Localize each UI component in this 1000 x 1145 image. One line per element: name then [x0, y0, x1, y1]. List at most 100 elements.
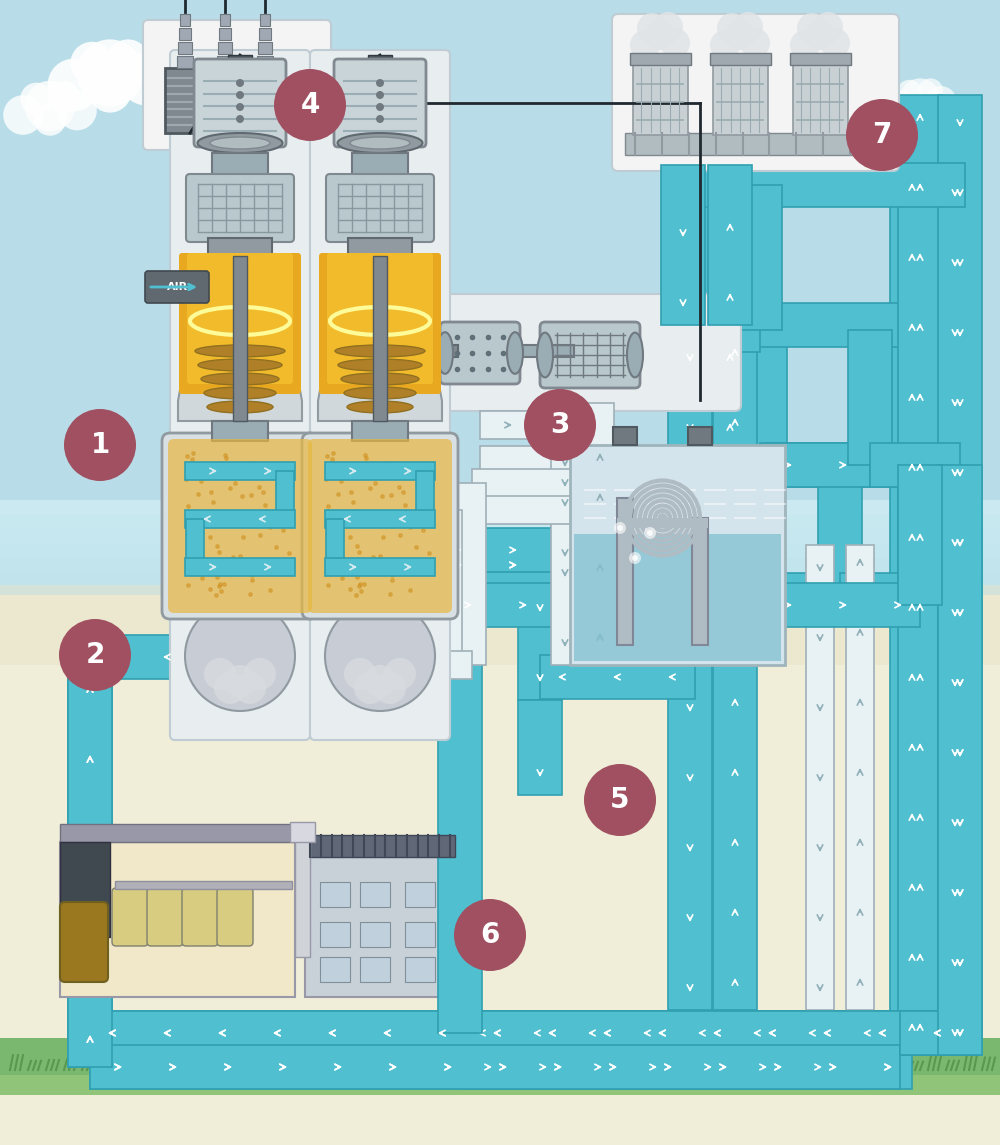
Bar — [60, 824, 295, 842]
Bar — [257, 56, 273, 68]
Bar — [683, 303, 912, 347]
Bar — [551, 403, 579, 485]
Bar — [208, 238, 272, 256]
FancyBboxPatch shape — [145, 271, 209, 303]
FancyBboxPatch shape — [540, 322, 640, 388]
Bar — [348, 238, 412, 256]
Bar — [440, 583, 575, 627]
Bar — [633, 65, 688, 135]
Bar — [586, 425, 614, 575]
Text: 3: 3 — [550, 411, 570, 439]
Circle shape — [185, 601, 295, 711]
Bar — [430, 578, 510, 622]
Circle shape — [645, 19, 675, 50]
Circle shape — [204, 66, 232, 95]
Circle shape — [48, 58, 100, 111]
Bar — [480, 411, 600, 439]
Circle shape — [647, 530, 653, 536]
FancyBboxPatch shape — [326, 174, 434, 242]
Bar — [218, 42, 232, 54]
Bar — [668, 185, 712, 1010]
Circle shape — [717, 13, 747, 44]
Ellipse shape — [195, 345, 285, 357]
Bar — [115, 881, 292, 889]
Bar — [760, 443, 870, 487]
Circle shape — [344, 658, 376, 690]
Bar — [460, 1045, 870, 1089]
Bar — [710, 53, 771, 65]
Ellipse shape — [335, 345, 425, 357]
Bar — [840, 572, 955, 617]
Circle shape — [120, 53, 172, 105]
FancyBboxPatch shape — [147, 889, 183, 946]
Circle shape — [792, 37, 848, 93]
Circle shape — [740, 27, 770, 58]
Bar — [518, 700, 562, 795]
Bar — [448, 652, 472, 679]
Bar — [260, 14, 270, 26]
Bar — [405, 922, 435, 947]
Bar — [730, 572, 840, 617]
Bar — [713, 65, 768, 135]
Bar — [630, 53, 691, 65]
Bar — [305, 856, 455, 997]
Bar — [220, 14, 230, 26]
Bar — [90, 1011, 960, 1055]
Bar — [0, 587, 1000, 601]
Ellipse shape — [338, 133, 423, 153]
Bar — [90, 635, 210, 679]
FancyBboxPatch shape — [429, 294, 741, 411]
FancyBboxPatch shape — [612, 14, 899, 171]
Bar — [472, 496, 600, 524]
Bar — [713, 185, 757, 1010]
Circle shape — [805, 19, 835, 50]
Bar — [760, 583, 920, 627]
Bar — [0, 1039, 1000, 1093]
Bar — [0, 595, 1000, 1145]
Bar — [518, 570, 562, 700]
Circle shape — [733, 11, 763, 42]
Bar — [933, 140, 977, 1055]
Circle shape — [907, 96, 933, 121]
Circle shape — [376, 79, 384, 87]
Bar — [233, 256, 247, 421]
Ellipse shape — [341, 373, 419, 385]
Circle shape — [918, 78, 943, 103]
Bar — [259, 27, 271, 40]
Circle shape — [584, 764, 656, 836]
Bar — [900, 1011, 965, 1055]
Ellipse shape — [627, 332, 643, 378]
Bar — [0, 572, 1000, 587]
Ellipse shape — [201, 373, 279, 385]
Bar — [540, 655, 695, 698]
Circle shape — [208, 64, 252, 110]
Bar — [185, 461, 295, 480]
Bar — [360, 882, 390, 907]
Circle shape — [728, 74, 772, 119]
Bar — [617, 518, 708, 528]
Bar — [0, 585, 1000, 665]
Circle shape — [234, 672, 266, 704]
Text: AIR: AIR — [166, 282, 188, 292]
Bar — [368, 55, 392, 63]
Bar — [219, 27, 231, 40]
Bar — [938, 465, 982, 1055]
Circle shape — [364, 665, 396, 697]
Bar — [898, 465, 942, 605]
Bar — [586, 403, 614, 485]
Circle shape — [644, 527, 656, 539]
Bar — [683, 305, 765, 349]
Bar — [185, 558, 295, 576]
Bar — [179, 27, 191, 40]
Bar — [290, 822, 315, 842]
Bar — [848, 330, 892, 465]
Bar — [320, 882, 350, 907]
Bar — [325, 461, 435, 480]
Bar — [586, 483, 614, 665]
Bar — [890, 140, 934, 1055]
Circle shape — [228, 64, 256, 94]
Bar — [516, 345, 574, 357]
FancyBboxPatch shape — [217, 889, 253, 946]
Circle shape — [617, 526, 623, 531]
Circle shape — [629, 552, 641, 564]
